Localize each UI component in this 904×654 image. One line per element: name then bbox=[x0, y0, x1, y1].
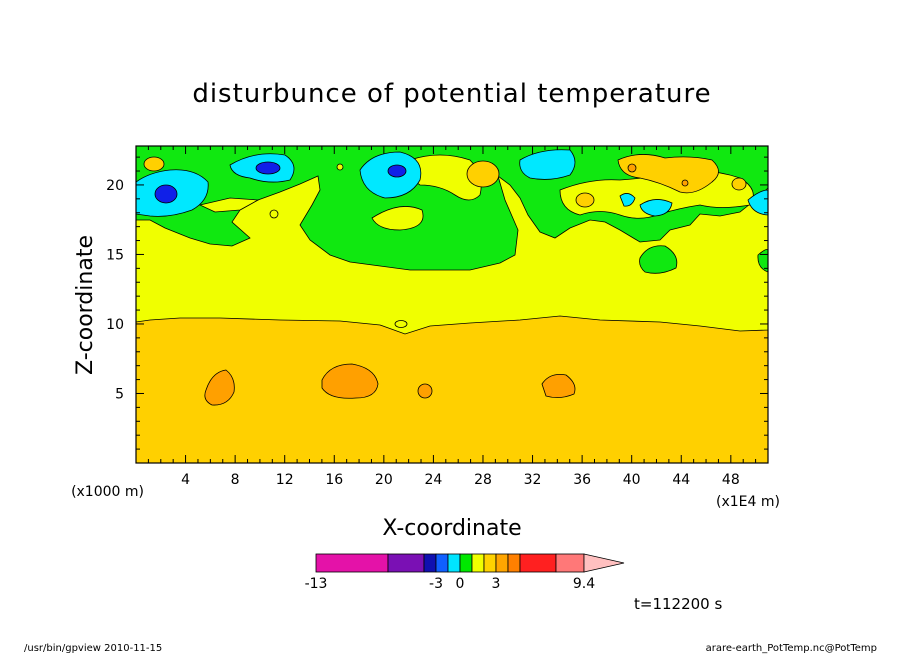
colorbar: -13 -3 0 3 9.4 bbox=[305, 553, 625, 592]
x-tick-label: 16 bbox=[325, 472, 343, 488]
colorbar-segment bbox=[507, 553, 521, 573]
colorbar-label: -3 bbox=[429, 576, 443, 592]
x-tick-label: 4 bbox=[181, 472, 190, 488]
footer-left: /usr/bin/gpview 2010-11-15 bbox=[24, 643, 162, 654]
region-gold-patch bbox=[143, 156, 165, 172]
colorbar-segment bbox=[471, 553, 485, 573]
y-axis-label: Z-coordinate bbox=[73, 235, 98, 375]
region-gold-patch bbox=[731, 177, 747, 191]
z-tick-label: 20 bbox=[106, 178, 124, 194]
region-gold-patch bbox=[575, 192, 595, 208]
region-blue bbox=[154, 184, 178, 204]
x-tick-label: 48 bbox=[722, 472, 740, 488]
colorbar-label: 0 bbox=[456, 576, 465, 592]
region-orange bbox=[204, 369, 235, 406]
plot-frame bbox=[135, 145, 769, 464]
x-tick-label: 24 bbox=[424, 472, 442, 488]
region-blue bbox=[255, 161, 281, 175]
z-tick-label: 15 bbox=[106, 247, 124, 263]
region-orange bbox=[321, 363, 379, 399]
region-green-blob bbox=[639, 245, 678, 274]
region-gold-patch bbox=[394, 320, 408, 328]
region-yellow-pocket bbox=[198, 197, 260, 213]
x-tick-label: 20 bbox=[375, 472, 393, 488]
colorbar-segment bbox=[447, 553, 461, 573]
region-cyan bbox=[519, 149, 576, 180]
colorbar-label: -13 bbox=[305, 576, 328, 592]
colorbar-label: 3 bbox=[492, 576, 501, 592]
x-tick-label: 44 bbox=[672, 472, 690, 488]
colorbar-segment bbox=[483, 553, 497, 573]
x-tick-label: 32 bbox=[524, 472, 542, 488]
colorbar-segment bbox=[387, 553, 425, 573]
x-tick-label: 12 bbox=[276, 472, 294, 488]
colorbar-segment bbox=[423, 553, 437, 573]
region-cyan bbox=[639, 199, 673, 217]
x-axis-label: X-coordinate bbox=[382, 516, 521, 541]
region-marker bbox=[336, 163, 344, 171]
x-tick-label: 40 bbox=[623, 472, 641, 488]
colorbar-segment bbox=[555, 553, 585, 573]
z-tick-label: 5 bbox=[115, 386, 124, 402]
x-tick-label: 8 bbox=[231, 472, 240, 488]
colorbar-segment bbox=[435, 553, 449, 573]
region-marker bbox=[627, 163, 637, 173]
region-green bbox=[136, 146, 768, 271]
z-tick-label: 10 bbox=[106, 317, 124, 333]
colorbar-segment bbox=[459, 553, 473, 573]
region-cyan bbox=[619, 193, 636, 207]
region-gold-patch bbox=[617, 154, 719, 194]
region-gold-patch bbox=[466, 160, 500, 188]
region-orange bbox=[417, 383, 433, 399]
colorbar-arrow bbox=[583, 553, 625, 573]
region-yellow-pocket bbox=[371, 206, 424, 231]
colorbar-segment bbox=[519, 553, 557, 573]
x-tick-label: 28 bbox=[474, 472, 492, 488]
region-marker bbox=[681, 179, 689, 187]
colorbar-segment bbox=[495, 553, 509, 573]
contour-fills bbox=[136, 146, 768, 463]
region-orange bbox=[541, 374, 576, 398]
chart-title: disturbunce of potential temperature bbox=[192, 79, 711, 109]
footer-right: arare-earth_PotTemp.nc@PotTemp bbox=[706, 643, 877, 654]
colorbar-segment bbox=[315, 553, 389, 573]
region-marker bbox=[269, 209, 279, 219]
time-label: t=112200 s bbox=[634, 595, 722, 613]
x-unit-label: (x1E4 m) bbox=[716, 494, 780, 510]
z-unit-label: (x1000 m) bbox=[71, 484, 144, 500]
region-blue bbox=[387, 164, 407, 178]
colorbar-label: 9.4 bbox=[573, 576, 595, 592]
region-cyan bbox=[747, 189, 768, 216]
region-green-blob bbox=[757, 249, 768, 273]
x-tick-label: 36 bbox=[573, 472, 591, 488]
